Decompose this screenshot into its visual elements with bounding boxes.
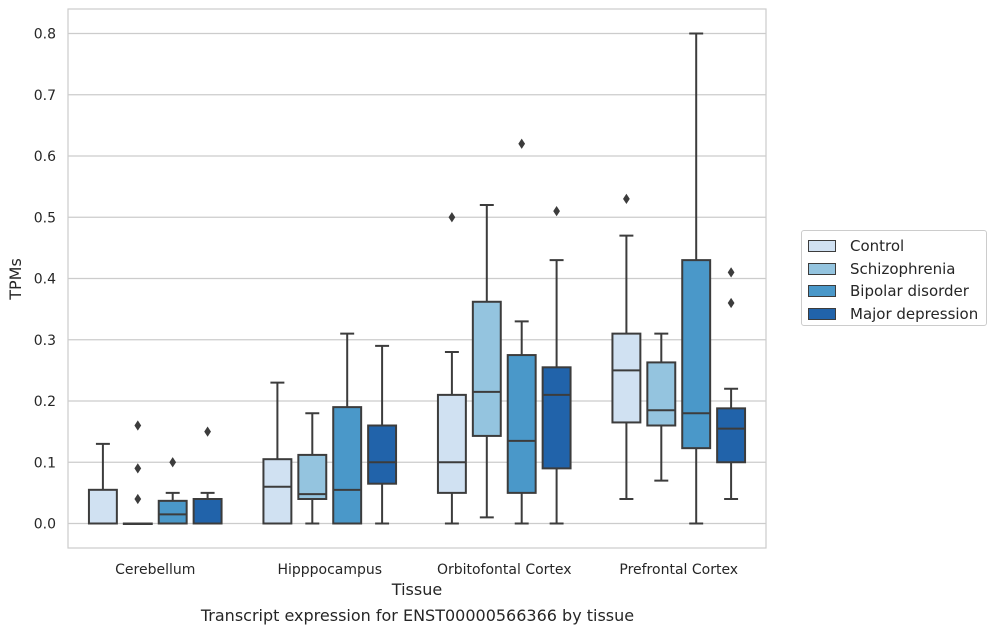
y-tick-label: 0.8 xyxy=(34,27,56,43)
outlier-point xyxy=(518,138,526,149)
box-body xyxy=(332,406,363,525)
box-body xyxy=(681,259,712,450)
legend-label: Major depression xyxy=(850,304,979,323)
outlier-point xyxy=(727,297,735,309)
x-tick-label: Cerebellum xyxy=(115,562,195,578)
box-body xyxy=(646,361,677,427)
box-body xyxy=(611,332,642,424)
y-axis-label: TPMs xyxy=(6,258,25,301)
y-tick-label: 0.1 xyxy=(34,455,56,471)
y-tick-label: 0.7 xyxy=(34,88,56,104)
series-control xyxy=(87,193,642,525)
box xyxy=(332,332,363,525)
box xyxy=(541,205,572,525)
legend-label: Bipolar disorder xyxy=(850,282,969,301)
legend-label: Control xyxy=(850,237,905,256)
legend-swatch xyxy=(808,285,836,298)
legend-label: Schizophrenia xyxy=(850,259,956,278)
box-body xyxy=(716,407,747,464)
chart-caption: Transcript expression for ENST0000056636… xyxy=(200,606,635,625)
box xyxy=(192,426,223,525)
x-tick-label: Prefrontal Cortex xyxy=(619,562,738,578)
series-schizophrenia xyxy=(122,204,677,525)
box xyxy=(716,267,747,500)
x-tick-label: Hipppocampus xyxy=(277,562,382,578)
y-tick-label: 0.0 xyxy=(34,517,56,533)
outlier-point xyxy=(727,267,735,278)
legend-swatch xyxy=(808,240,836,253)
box-body xyxy=(157,499,188,525)
outlier-point xyxy=(134,420,142,431)
legend-item-bipolar-disorder: Bipolar disorder xyxy=(808,280,986,303)
box-body xyxy=(471,300,502,437)
box-body xyxy=(262,458,293,525)
box xyxy=(506,138,537,525)
outlier-point xyxy=(204,426,211,437)
box-body xyxy=(87,488,118,525)
legend-item-schizophrenia: Schizophrenia xyxy=(808,258,986,281)
box xyxy=(367,344,398,525)
y-tick-label: 0.2 xyxy=(34,394,56,410)
x-tick-label: Orbitofontal Cortex xyxy=(437,562,572,578)
series-bipolar-disorder xyxy=(157,32,712,525)
box xyxy=(262,381,293,525)
legend-item-major-depression: Major depression xyxy=(808,303,986,326)
box xyxy=(611,193,642,500)
legend: Control Schizophrenia Bipolar disorder M… xyxy=(801,230,987,326)
y-tick-label: 0.4 xyxy=(34,272,56,288)
box-body xyxy=(541,366,572,470)
box xyxy=(471,204,502,519)
outlier-point xyxy=(623,193,630,205)
box-body xyxy=(506,354,537,494)
box-body xyxy=(436,393,467,494)
box-series xyxy=(87,32,747,525)
box-body xyxy=(367,424,398,485)
x-tick-labels: Cerebellum Hipppocampus Orbitofontal Corte… xyxy=(115,562,738,578)
outlier-point xyxy=(169,457,177,468)
box-body xyxy=(297,453,328,500)
box xyxy=(436,212,467,525)
y-tick-label: 0.5 xyxy=(34,210,56,226)
box xyxy=(646,332,677,482)
legend-item-control: Control xyxy=(808,235,986,258)
outlier-point xyxy=(134,493,142,505)
outlier-point xyxy=(448,212,456,223)
series-major-depression xyxy=(192,205,747,525)
box xyxy=(157,457,188,525)
y-tick-label: 0.3 xyxy=(34,333,56,349)
box xyxy=(87,442,118,525)
box xyxy=(122,420,153,525)
y-tick-label: 0.6 xyxy=(34,149,56,165)
box xyxy=(681,32,712,525)
x-axis-label: Tissue xyxy=(391,580,442,599)
legend-swatch xyxy=(808,262,836,275)
box xyxy=(297,412,328,525)
box-body xyxy=(192,498,223,525)
outlier-point xyxy=(134,463,142,474)
outlier-point xyxy=(553,205,560,217)
legend-swatch xyxy=(808,307,836,320)
y-tick-labels: 0.0 0.1 0.2 0.3 0.4 0.5 0.6 0.7 0.8 xyxy=(34,27,56,533)
